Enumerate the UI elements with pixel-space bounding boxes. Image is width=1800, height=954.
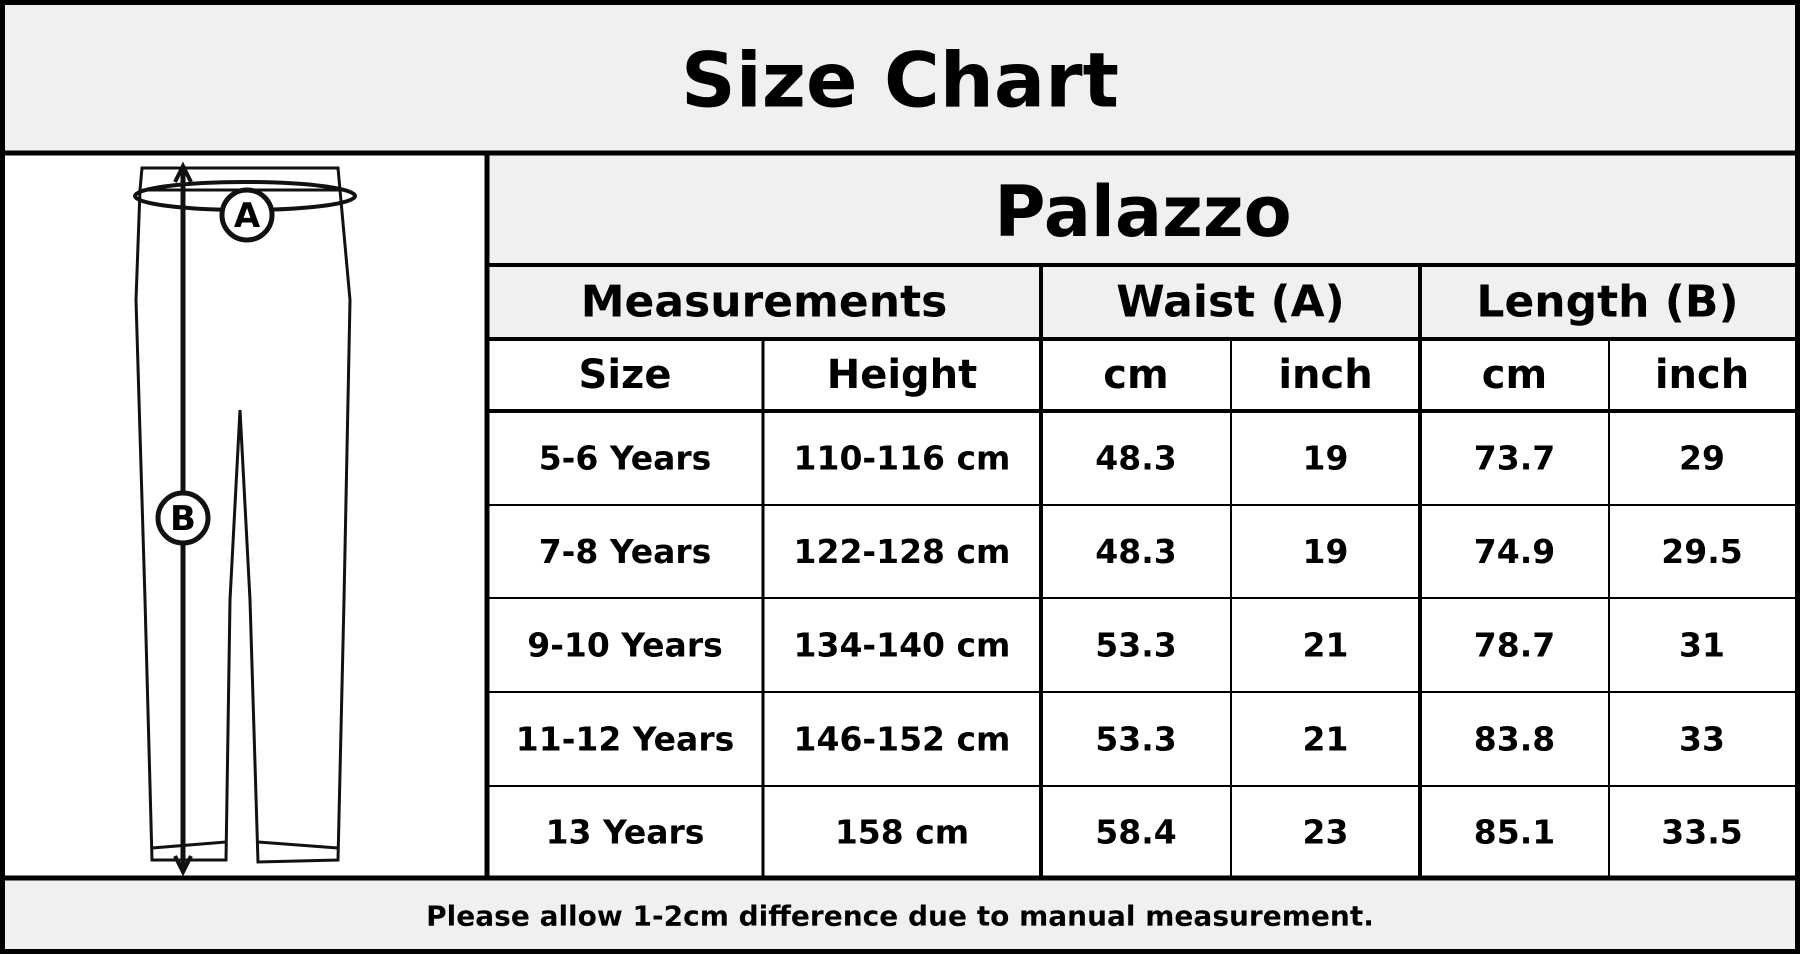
table-cell: 19 <box>1303 439 1349 478</box>
table-cell: 31 <box>1679 626 1725 665</box>
table-cell: 110-116 cm <box>794 439 1011 478</box>
table-cell: 48.3 <box>1095 532 1176 571</box>
table-cell: 29.5 <box>1661 532 1742 571</box>
table-cell: 134-140 cm <box>794 626 1011 665</box>
product-name: Palazzo <box>994 171 1291 253</box>
table-cell: 74.9 <box>1474 532 1555 571</box>
table-cell: 53.3 <box>1095 626 1176 665</box>
footer-note: Please allow 1-2cm difference due to man… <box>426 900 1374 933</box>
table-cell: 158 cm <box>835 813 969 852</box>
label-a-circle <box>219 187 275 243</box>
table-header-band <box>487 153 1795 339</box>
footer-band <box>3 878 1797 950</box>
label-a: A <box>234 196 261 236</box>
table-cell: 13 Years <box>546 813 705 852</box>
hem <box>151 840 339 850</box>
column-header: inch <box>1278 352 1372 398</box>
title-band <box>3 3 1797 153</box>
table-cell: 78.7 <box>1474 626 1555 665</box>
column-header: cm <box>1482 352 1547 398</box>
group-header: Measurements <box>581 277 948 328</box>
table-cell: 73.7 <box>1474 439 1555 478</box>
table-cell: 11-12 Years <box>516 720 734 759</box>
arrow-heads <box>173 161 193 877</box>
column-header: inch <box>1655 352 1749 398</box>
table-cell: 33 <box>1679 720 1725 759</box>
table-cell: 21 <box>1303 720 1349 759</box>
table-cell: 122-128 cm <box>794 532 1011 571</box>
title: Size Chart <box>681 36 1119 125</box>
table-cell: 33.5 <box>1661 813 1742 852</box>
table-cell: 146-152 cm <box>794 720 1011 759</box>
table-cell: 53.3 <box>1095 720 1176 759</box>
group-header: Length (B) <box>1476 277 1738 328</box>
group-header: Waist (A) <box>1116 277 1345 328</box>
label-b-circle <box>155 490 211 546</box>
table-cell: 21 <box>1303 626 1349 665</box>
label-b: B <box>170 499 196 539</box>
pants-diagram <box>133 161 357 877</box>
table-cell: 5-6 Years <box>539 439 712 478</box>
column-header: cm <box>1103 352 1168 398</box>
column-header: Size <box>579 352 672 398</box>
table-cell: 7-8 Years <box>539 532 712 571</box>
table-cell: 58.4 <box>1095 813 1176 852</box>
table-cell: 19 <box>1303 532 1349 571</box>
table-cell: 83.8 <box>1474 720 1555 759</box>
pants-outline <box>134 166 352 864</box>
table-cell: 29 <box>1679 439 1725 478</box>
column-header: Height <box>827 352 978 398</box>
table-cell: 48.3 <box>1095 439 1176 478</box>
table-cell: 85.1 <box>1474 813 1555 852</box>
table-cell: 9-10 Years <box>527 626 723 665</box>
table-cell: 23 <box>1303 813 1349 852</box>
